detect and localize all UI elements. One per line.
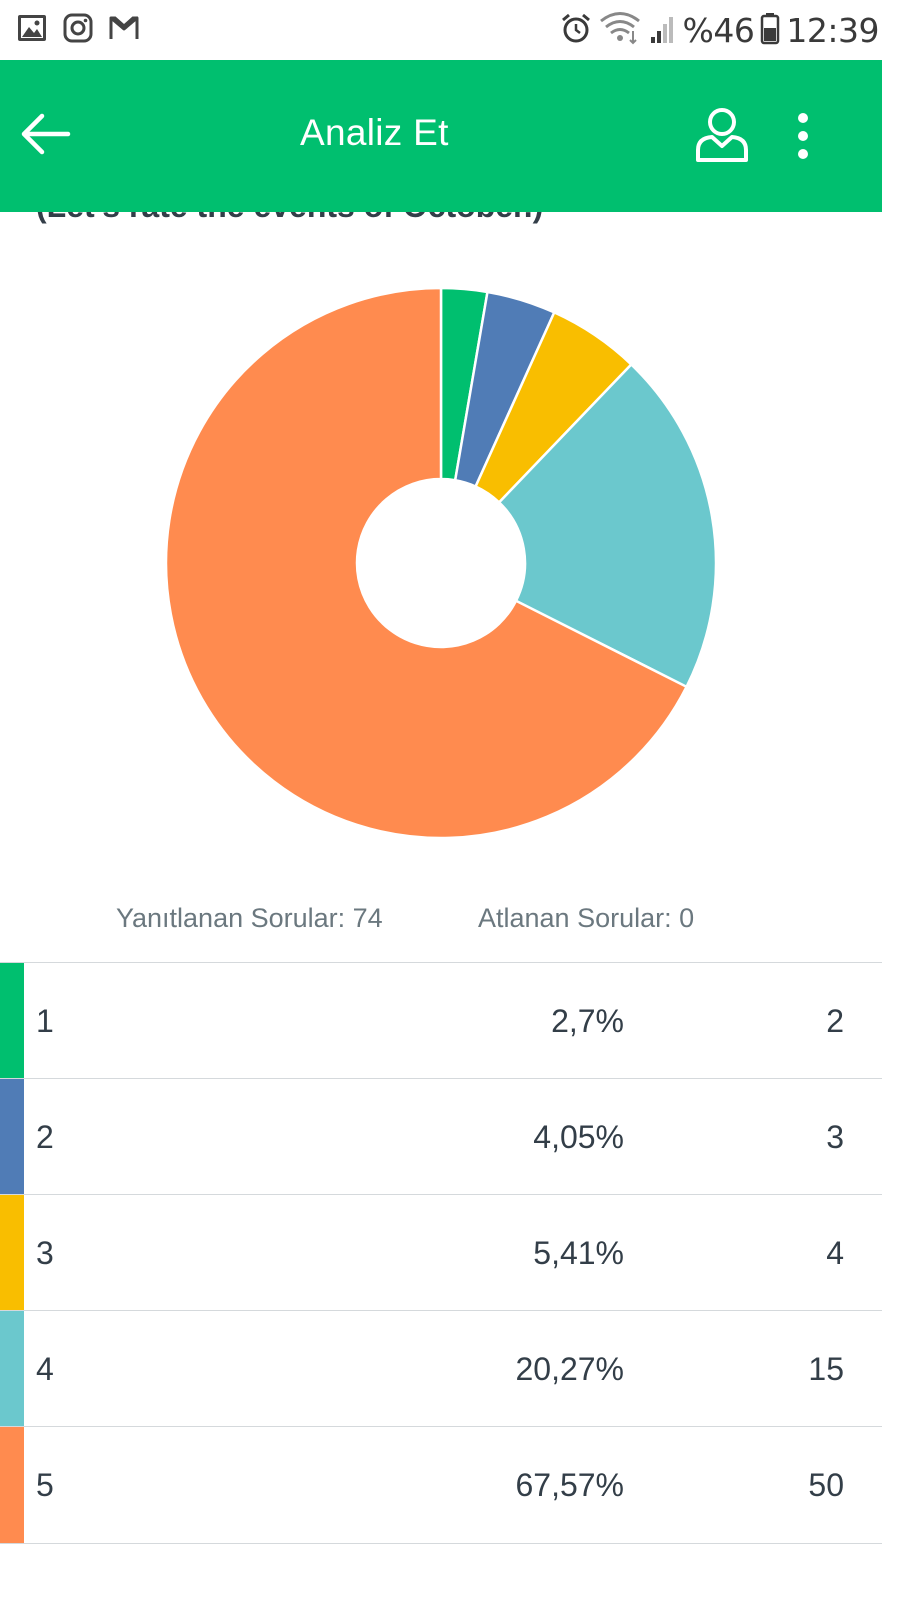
status-bar: %46 12:39 (0, 0, 899, 60)
answer-label: 4 (36, 1351, 54, 1387)
gmail-icon (108, 12, 140, 49)
color-swatch (0, 963, 24, 1078)
pie-slice-5[interactable] (164, 286, 688, 840)
answer-percent: 20,27% (515, 1351, 624, 1387)
pie-slice-4[interactable] (497, 363, 718, 689)
answer-label: 1 (36, 1003, 54, 1039)
answer-count: 15 (808, 1351, 844, 1387)
color-swatch (0, 1427, 24, 1543)
color-swatch (0, 1311, 24, 1426)
user-icon (696, 108, 748, 162)
answer-label: 5 (36, 1467, 54, 1503)
user-button[interactable] (690, 104, 754, 166)
skipped-count: Atlanan Sorular: 0 (478, 903, 695, 933)
answer-count: 50 (808, 1467, 844, 1503)
page-title: Analiz Et (300, 112, 449, 153)
answer-label: 2 (36, 1119, 54, 1155)
back-button[interactable] (16, 104, 76, 164)
answer-percent: 5,41% (533, 1235, 624, 1271)
color-swatch (0, 1195, 24, 1310)
battery-icon (760, 11, 780, 50)
answer-table: 1 2,7% 2 2 4,05% 3 3 5,41% 4 4 20,27% 15 5 67,57% 50 (0, 962, 882, 1544)
alarm-icon (559, 11, 593, 50)
instagram-icon (62, 12, 94, 49)
table-row: 2 4,05% 3 (0, 1078, 882, 1194)
table-row: 1 2,7% 2 (0, 962, 882, 1078)
answer-percent: 2,7% (551, 1003, 624, 1039)
app-bar: Analiz Et (0, 60, 882, 212)
more-options-button[interactable] (786, 106, 820, 166)
answer-percent: 4,05% (533, 1119, 624, 1155)
clock: 12:39 (786, 10, 879, 50)
answer-percent: 67,57% (515, 1467, 624, 1503)
signal-icon (649, 11, 677, 50)
more-vertical-icon (798, 113, 808, 159)
gallery-icon (16, 12, 48, 49)
answer-count: 2 (826, 1003, 844, 1039)
wifi-icon (599, 11, 643, 50)
table-row: 4 20,27% 15 (0, 1310, 882, 1426)
color-swatch (0, 1079, 24, 1194)
arrow-left-icon (21, 113, 71, 155)
answer-label: 3 (36, 1235, 54, 1271)
table-row: 3 5,41% 4 (0, 1194, 882, 1310)
answer-count: 3 (826, 1119, 844, 1155)
donut-chart (164, 286, 718, 840)
answered-count: Yanıtlanan Sorular: 74 (116, 903, 383, 933)
table-row: 5 67,57% 50 (0, 1426, 882, 1544)
answer-count: 4 (826, 1235, 844, 1271)
battery-percent: %46 (682, 10, 755, 50)
